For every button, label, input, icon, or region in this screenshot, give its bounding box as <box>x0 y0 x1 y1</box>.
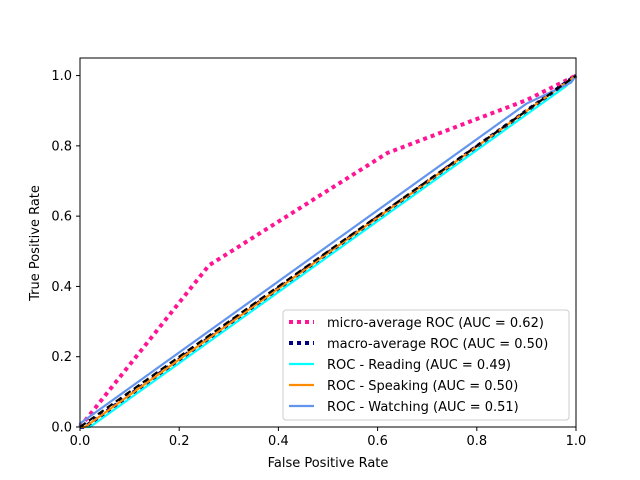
y-tick-label: 1.0 <box>51 69 72 84</box>
y-axis-label: True Positive Rate <box>28 185 43 302</box>
x-tick-label: 0.4 <box>268 434 289 449</box>
legend: micro-average ROC (AUC = 0.62) macro-aver… <box>282 309 570 421</box>
axes-frame <box>79 57 577 428</box>
x-tick-label: 0.6 <box>367 434 388 449</box>
legend-label-4: ROC - Speaking (AUC = 0.50) <box>327 379 518 394</box>
y-tick-label: 0.4 <box>51 280 72 295</box>
legend-items: micro-average ROC (AUC = 0.62) macro-aver… <box>289 316 548 415</box>
x-tick-label: 0.2 <box>169 434 190 449</box>
x-tick-label: 0.8 <box>466 434 487 449</box>
y-tick-label: 0.6 <box>51 210 72 225</box>
y-tick-label: 0.2 <box>51 350 72 365</box>
legend-box <box>282 309 570 421</box>
ticks-layer: 0.0 0.2 0.4 0.6 0.8 1.0 0.0 0.2 0.4 0.6 0.8 1.0 <box>51 69 586 449</box>
legend-label-2: macro-average ROC (AUC = 0.50) <box>327 337 548 352</box>
x-axis-label: False Positive Rate <box>268 456 389 471</box>
y-tick-label: 0.0 <box>51 421 72 436</box>
y-tick-label: 0.8 <box>51 139 72 154</box>
legend-label-3: ROC - Reading (AUC = 0.49) <box>327 358 511 373</box>
chance-reference-line <box>79 74 577 428</box>
x-tick-label: 0.0 <box>70 434 91 449</box>
legend-label-1: micro-average ROC (AUC = 0.62) <box>327 316 544 331</box>
legend-label-5: ROC - Watching (AUC = 0.51) <box>327 400 519 415</box>
x-tick-label: 1.0 <box>566 434 587 449</box>
series-line-1 <box>78 73 577 429</box>
